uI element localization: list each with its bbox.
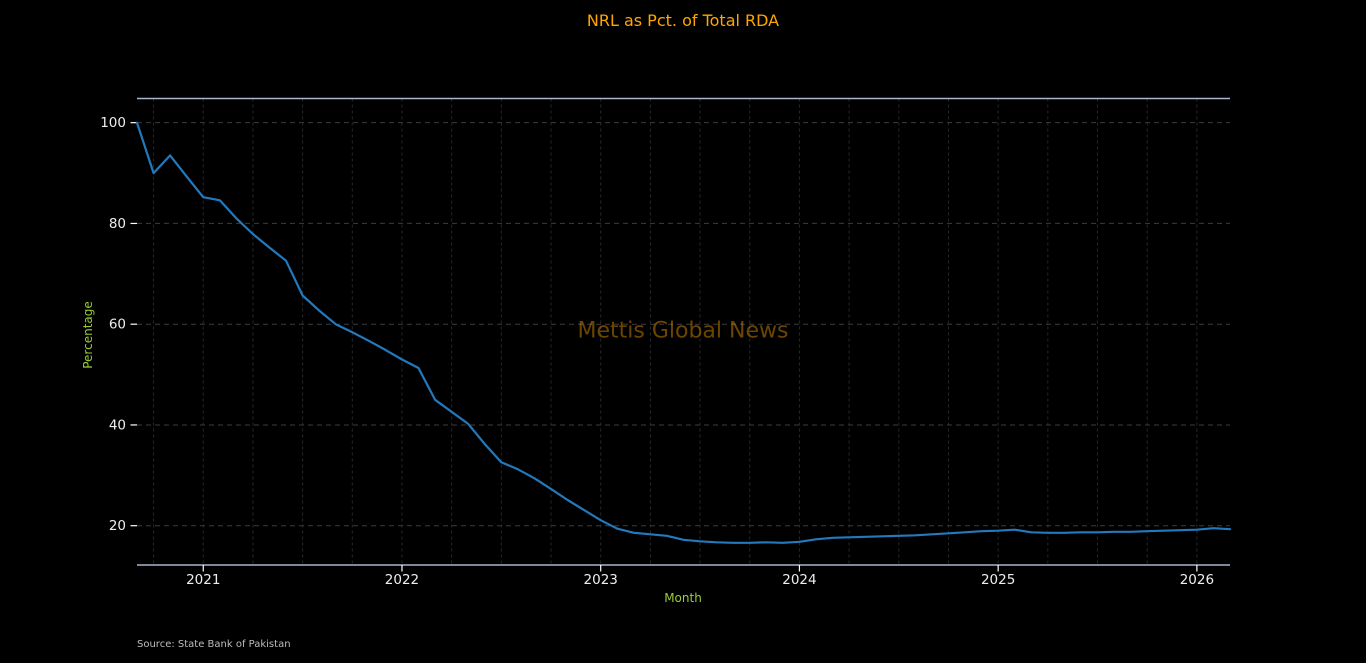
data-line xyxy=(135,121,1232,544)
x-tick-label: 2023 xyxy=(584,572,618,588)
x-tick-label: 2025 xyxy=(981,572,1015,588)
y-tick-label: 40 xyxy=(109,417,126,433)
y-tick-label: 60 xyxy=(109,317,126,333)
x-tick-label: 2022 xyxy=(385,572,419,588)
x-tick-label: 2024 xyxy=(782,572,816,588)
chart-title: NRL as Pct. of Total RDA xyxy=(586,11,780,30)
x-tick-label: 2026 xyxy=(1180,572,1214,588)
y-tick-label: 100 xyxy=(100,115,126,131)
y-tick-label: 20 xyxy=(109,518,126,534)
y-axis-label: Percentage xyxy=(81,301,95,369)
y-tick-label: 80 xyxy=(109,216,126,232)
x-axis-label: Month xyxy=(664,591,702,605)
source-note: Source: State Bank of Pakistan xyxy=(137,639,291,650)
x-tick-label: 2021 xyxy=(186,572,220,588)
